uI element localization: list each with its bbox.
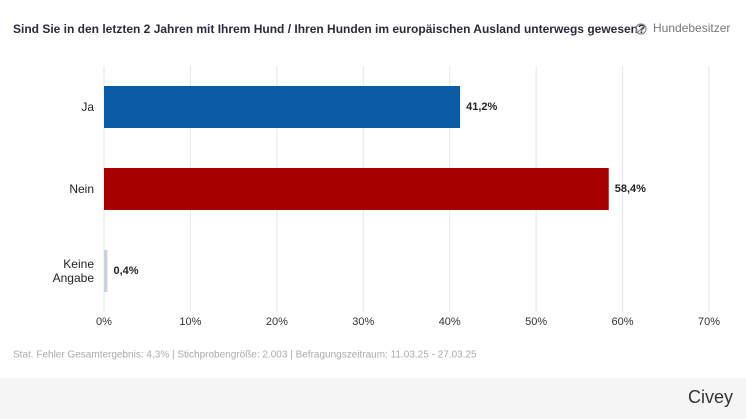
category-label: Nein	[69, 182, 94, 196]
value-label: 58,4%	[615, 183, 646, 195]
x-tick-label: 70%	[698, 316, 720, 328]
footer-band	[0, 378, 746, 419]
category-label: Ja	[81, 100, 94, 114]
bar	[104, 250, 108, 292]
value-label: 41,2%	[466, 101, 497, 113]
x-tick-label: 10%	[179, 316, 201, 328]
x-tick-label: 40%	[439, 316, 461, 328]
x-tick-label: 0%	[96, 316, 112, 328]
filter-label[interactable]: Hundebesitzer	[653, 21, 730, 35]
bar	[104, 168, 609, 210]
x-tick-label: 30%	[352, 316, 374, 328]
value-label: 0,4%	[113, 265, 138, 277]
filter-icon	[635, 23, 647, 35]
x-tick-label: 60%	[612, 316, 634, 328]
brand: Civey	[688, 387, 733, 407]
chart-title: Sind Sie in den letzten 2 Jahren mit Ihr…	[13, 22, 645, 36]
x-tick-label: 50%	[525, 316, 547, 328]
category-label: Keine Angabe	[52, 257, 94, 285]
footnote: Stat. Fehler Gesamtergebnis: 4,3% | Stic…	[13, 350, 477, 361]
x-tick-label: 20%	[266, 316, 288, 328]
bar	[104, 86, 461, 128]
